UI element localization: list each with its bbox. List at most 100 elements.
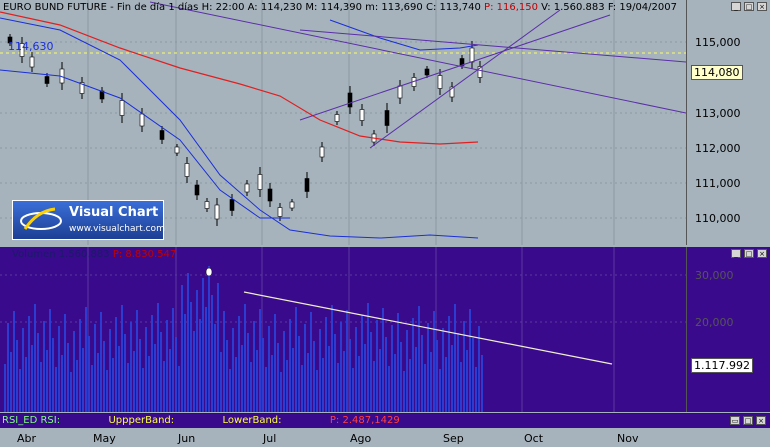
volume-bar	[31, 345, 33, 412]
volume-bar	[25, 357, 27, 412]
moving-average-line	[0, 11, 479, 145]
resistance-trendline	[149, 1, 686, 114]
volume-bar	[130, 322, 132, 412]
volume-bar	[28, 316, 30, 412]
volume-bar	[154, 344, 156, 412]
volume-bar	[436, 340, 438, 412]
volume-bar	[334, 334, 336, 412]
volume-bar	[184, 314, 186, 412]
minimize-pane-icon[interactable]: _	[731, 249, 741, 258]
month-label: Sep	[443, 432, 464, 445]
volume-bar	[148, 356, 150, 412]
price-chart-pane[interactable]: EURO BUND FUTURE - Fin de día 1 días H: …	[0, 0, 686, 245]
volume-bar	[418, 306, 420, 412]
lower-band-line	[0, 17, 479, 239]
current-price-marker: 114,080	[691, 65, 743, 80]
candle-body	[424, 68, 430, 76]
volume-axis: _ □ × 30,000 20,000 1.117.992	[686, 247, 770, 412]
volume-pane[interactable]: Volumen 1.560.883 P: 8.830.547	[0, 247, 686, 412]
band-left-label: 114,630	[8, 40, 54, 53]
volume-bar	[481, 355, 483, 412]
volume-header: Volumen 1.560.883 P: 8.830.547	[12, 249, 176, 260]
candle-body	[267, 188, 273, 202]
volume-bar	[421, 335, 423, 412]
volume-bar	[103, 341, 105, 412]
volume-bar	[289, 319, 291, 412]
logo-swoosh-icon	[20, 207, 62, 230]
volume-bar	[52, 338, 54, 412]
volume-bar	[454, 304, 456, 412]
volume-bar	[10, 352, 12, 412]
maximize-pane-icon[interactable]: □	[743, 416, 753, 425]
candle-body	[244, 183, 250, 193]
volume-bar	[427, 323, 429, 412]
volume-tick: 20,000	[695, 316, 734, 329]
volume-bar	[118, 346, 120, 412]
volume-bar	[37, 333, 39, 412]
volume-bar	[259, 309, 261, 412]
volume-bar	[223, 311, 225, 412]
volume-bar	[166, 320, 168, 412]
month-label: Nov	[617, 432, 639, 445]
channel-top-line	[299, 14, 611, 121]
volume-bar	[340, 322, 342, 412]
volume-tick: 30,000	[695, 269, 734, 282]
volume-bar	[220, 352, 222, 412]
rsi-header: RSI_ED RSI: UppperBand: LowerBand: P: 2.…	[2, 415, 400, 426]
upper-band-line	[329, 19, 479, 51]
volume-bar	[250, 362, 252, 412]
volume-bar	[244, 304, 246, 412]
volume-bar	[202, 278, 204, 412]
visual-chart-logo: Visual Chart www.visualchart.com	[12, 200, 165, 240]
volume-bar	[79, 319, 81, 412]
volume-bar	[409, 359, 411, 412]
candle-body	[174, 146, 180, 154]
instrument-name: EURO BUND FUTURE	[3, 2, 107, 13]
volume-bar	[46, 350, 48, 412]
volume-bar	[424, 364, 426, 412]
volume-bar	[466, 350, 468, 412]
rsi-indicator-bar[interactable]: RSI_ED RSI: UppperBand: LowerBand: P: 2.…	[0, 413, 770, 429]
volume-bar	[106, 370, 108, 412]
volume-bar	[256, 350, 258, 412]
volume-bar	[40, 362, 42, 412]
volume-bar	[241, 345, 243, 412]
candle-body	[359, 109, 365, 121]
close-pane-icon[interactable]: ×	[756, 416, 766, 425]
volume-bar	[82, 348, 84, 412]
volume-bar	[433, 311, 435, 412]
volume-bar	[406, 330, 408, 412]
chart-header: EURO BUND FUTURE - Fin de día 1 días H: …	[3, 2, 677, 13]
volume-bar	[403, 371, 405, 412]
current-volume-marker: 1.117.992	[691, 358, 753, 373]
volume-bar	[133, 351, 135, 412]
minimize-pane-icon[interactable]: _	[731, 2, 741, 11]
volume-chart	[0, 247, 686, 412]
volume-bar	[139, 339, 141, 412]
volume-bar	[469, 309, 471, 412]
close-pane-icon[interactable]: ×	[757, 2, 767, 11]
month-label: May	[93, 432, 116, 445]
volume-bar	[349, 339, 351, 412]
restore-pane-icon[interactable]: ▭	[730, 416, 740, 425]
volume-bar	[463, 321, 465, 412]
volume-bar	[49, 309, 51, 412]
volume-bar	[361, 315, 363, 412]
volume-bar	[274, 314, 276, 412]
candle-body	[334, 114, 340, 122]
volume-bar	[121, 305, 123, 412]
maximize-pane-icon[interactable]: □	[744, 249, 754, 258]
maximize-pane-icon[interactable]: □	[744, 2, 754, 11]
candle-body	[119, 100, 125, 116]
volume-bar	[235, 357, 237, 412]
volume-bar	[127, 363, 129, 412]
rsi-upper-label: UppperBand:	[108, 415, 175, 426]
upper-trendline	[299, 29, 686, 63]
volume-trendline	[243, 291, 613, 365]
volume-bar	[136, 310, 138, 412]
volume-bar	[61, 355, 63, 412]
volume-bar	[151, 315, 153, 412]
close-pane-icon[interactable]: ×	[757, 249, 767, 258]
candle-body	[79, 82, 85, 94]
volume-bar	[316, 370, 318, 412]
